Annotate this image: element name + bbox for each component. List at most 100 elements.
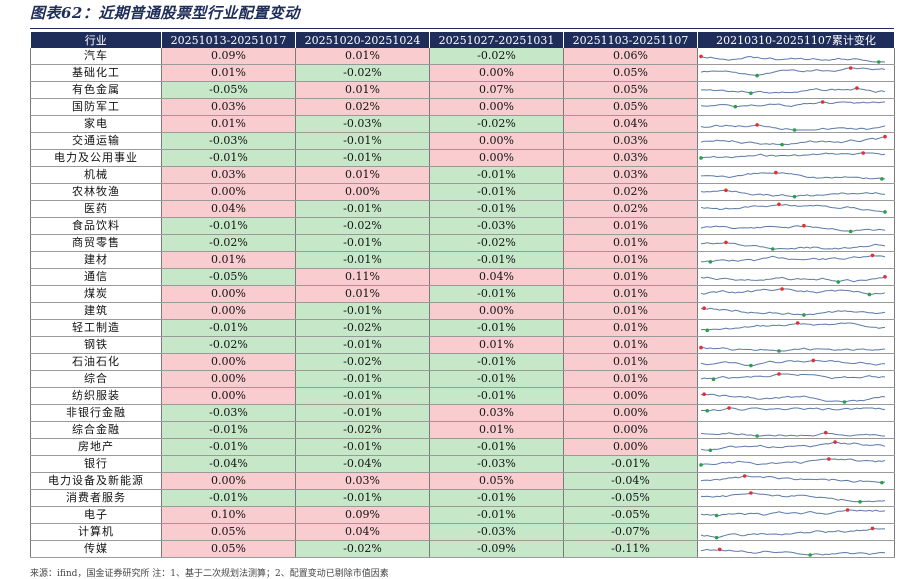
change-cell-week-4: -0.05% — [563, 489, 698, 507]
change-cell-week-3: -0.01% — [429, 285, 564, 303]
change-cell-week-1: -0.05% — [161, 268, 296, 286]
cumulative-sparkline-cell — [697, 98, 895, 116]
industry-name: 石油石化 — [30, 353, 162, 371]
sparkline-max-marker — [699, 345, 703, 349]
change-cell-week-3: -0.01% — [429, 353, 564, 371]
industry-name: 纺织服装 — [30, 387, 162, 405]
sparkline-max-marker — [870, 253, 875, 257]
change-cell-week-3: -0.01% — [429, 387, 564, 405]
cumulative-sparkline-cell — [697, 234, 895, 252]
sparkline-path — [700, 254, 886, 262]
table-row: 石油石化 0.00% -0.02% -0.01% 0.01% — [30, 353, 895, 371]
sparkline-min-marker — [867, 292, 872, 296]
change-cell-week-4: 0.05% — [563, 81, 698, 99]
change-cell-week-3: 0.00% — [429, 64, 564, 82]
change-cell-week-3: 0.00% — [429, 302, 564, 320]
sparkline-max-marker — [802, 223, 806, 228]
sparkline-path — [700, 275, 886, 283]
industry-name: 国防军工 — [30, 98, 162, 116]
table-row: 家电 0.01% -0.03% -0.02% 0.04% — [30, 115, 895, 133]
table-row: 电子 0.10% 0.09% -0.01% -0.05% — [30, 506, 895, 524]
change-cell-week-1: -0.01% — [161, 421, 296, 439]
sparkline-max-marker — [883, 134, 887, 139]
change-cell-week-4: -0.05% — [563, 506, 698, 524]
sparkline-max-marker — [855, 85, 859, 90]
change-cell-week-2: 0.11% — [295, 268, 430, 286]
cumulative-sparkline-cell — [697, 319, 895, 337]
sparkline — [700, 490, 886, 504]
change-cell-week-1: 0.01% — [161, 251, 296, 269]
change-cell-week-4: -0.07% — [563, 523, 698, 541]
table-row: 钢铁 -0.02% -0.01% 0.01% 0.01% — [30, 336, 895, 354]
sparkline-path — [700, 527, 885, 538]
sparkline-path — [700, 100, 886, 107]
sparkline-min-marker — [749, 90, 753, 95]
sparkline-path — [700, 475, 886, 483]
industry-name: 农林牧渔 — [30, 183, 162, 201]
change-cell-week-4: -0.01% — [563, 455, 698, 473]
sparkline-max-marker — [724, 188, 728, 192]
sparkline-max-marker — [883, 274, 887, 279]
change-cell-week-2: -0.01% — [295, 438, 430, 456]
change-cell-week-4: 0.00% — [563, 404, 698, 422]
sparkline — [700, 274, 887, 284]
change-cell-week-1: 0.05% — [161, 523, 296, 541]
change-cell-week-2: 0.01% — [295, 81, 430, 99]
sparkline-max-marker — [823, 430, 828, 434]
sparkline-path — [700, 241, 886, 250]
change-cell-week-3: -0.01% — [429, 438, 564, 456]
industry-allocation-table: 行业 20251013-20251017 20251020-20251024 2… — [30, 32, 895, 558]
sparkline-min-marker — [883, 209, 887, 214]
sparkline-min-marker — [708, 259, 713, 264]
cumulative-sparkline-cell — [697, 404, 895, 422]
sparkline — [700, 371, 886, 381]
sparkline-path — [700, 288, 886, 295]
change-cell-week-4: -0.11% — [563, 540, 698, 558]
change-cell-week-3: -0.02% — [429, 115, 564, 133]
sparkline-min-marker — [808, 552, 812, 557]
sparkline-min-marker — [876, 59, 881, 64]
industry-name: 轻工制造 — [30, 319, 162, 337]
table-row: 传媒 0.05% -0.02% -0.09% -0.11% — [30, 540, 895, 558]
change-cell-week-4: 0.04% — [563, 115, 698, 133]
sparkline — [700, 430, 885, 438]
change-cell-week-4: 0.05% — [563, 64, 698, 82]
table-row: 建筑 0.00% -0.01% 0.00% 0.01% — [30, 302, 895, 320]
change-cell-week-4: -0.04% — [563, 472, 698, 490]
change-cell-week-3: 0.00% — [429, 98, 564, 116]
sparkline — [699, 54, 886, 64]
change-cell-week-1: 0.00% — [161, 285, 296, 303]
change-cell-week-3: 0.00% — [429, 149, 564, 167]
sparkline-min-marker — [848, 229, 853, 233]
change-cell-week-1: -0.05% — [161, 81, 296, 99]
change-cell-week-4: 0.06% — [563, 48, 698, 65]
change-cell-week-2: 0.01% — [295, 48, 430, 65]
sparkline — [700, 391, 886, 404]
sparkline — [700, 99, 886, 108]
sparkline — [700, 202, 887, 214]
table-row: 综合金融 -0.01% -0.02% 0.01% 0.00% — [30, 421, 895, 439]
cumulative-sparkline-cell — [697, 387, 895, 405]
table-row: 电力及公用事业 -0.01% -0.01% 0.00% 0.03% — [30, 149, 895, 167]
sparkline-path — [700, 321, 886, 331]
table-row: 建材 0.01% -0.01% -0.01% 0.01% — [30, 251, 895, 269]
change-cell-week-1: 0.04% — [161, 200, 296, 218]
sparkline-max-marker — [780, 286, 784, 291]
change-cell-week-3: 0.01% — [429, 336, 564, 354]
change-cell-week-1: -0.01% — [161, 489, 296, 507]
change-cell-week-3: -0.02% — [429, 48, 564, 65]
sparkline — [700, 358, 886, 367]
table-row: 医药 0.04% -0.01% -0.01% 0.02% — [30, 200, 895, 218]
cumulative-sparkline-cell — [697, 115, 895, 133]
cumulative-sparkline-cell — [697, 540, 895, 558]
industry-name: 建材 — [30, 251, 162, 269]
cumulative-sparkline-cell — [697, 183, 895, 201]
industry-name: 商贸零售 — [30, 234, 162, 252]
sparkline — [700, 85, 886, 95]
change-cell-week-3: 0.05% — [429, 472, 564, 490]
change-cell-week-1: -0.02% — [161, 234, 296, 252]
change-cell-week-3: -0.01% — [429, 200, 564, 218]
sparkline-max-marker — [717, 547, 722, 551]
change-cell-week-1: 0.09% — [161, 48, 296, 65]
sparkline-max-marker — [820, 99, 825, 104]
